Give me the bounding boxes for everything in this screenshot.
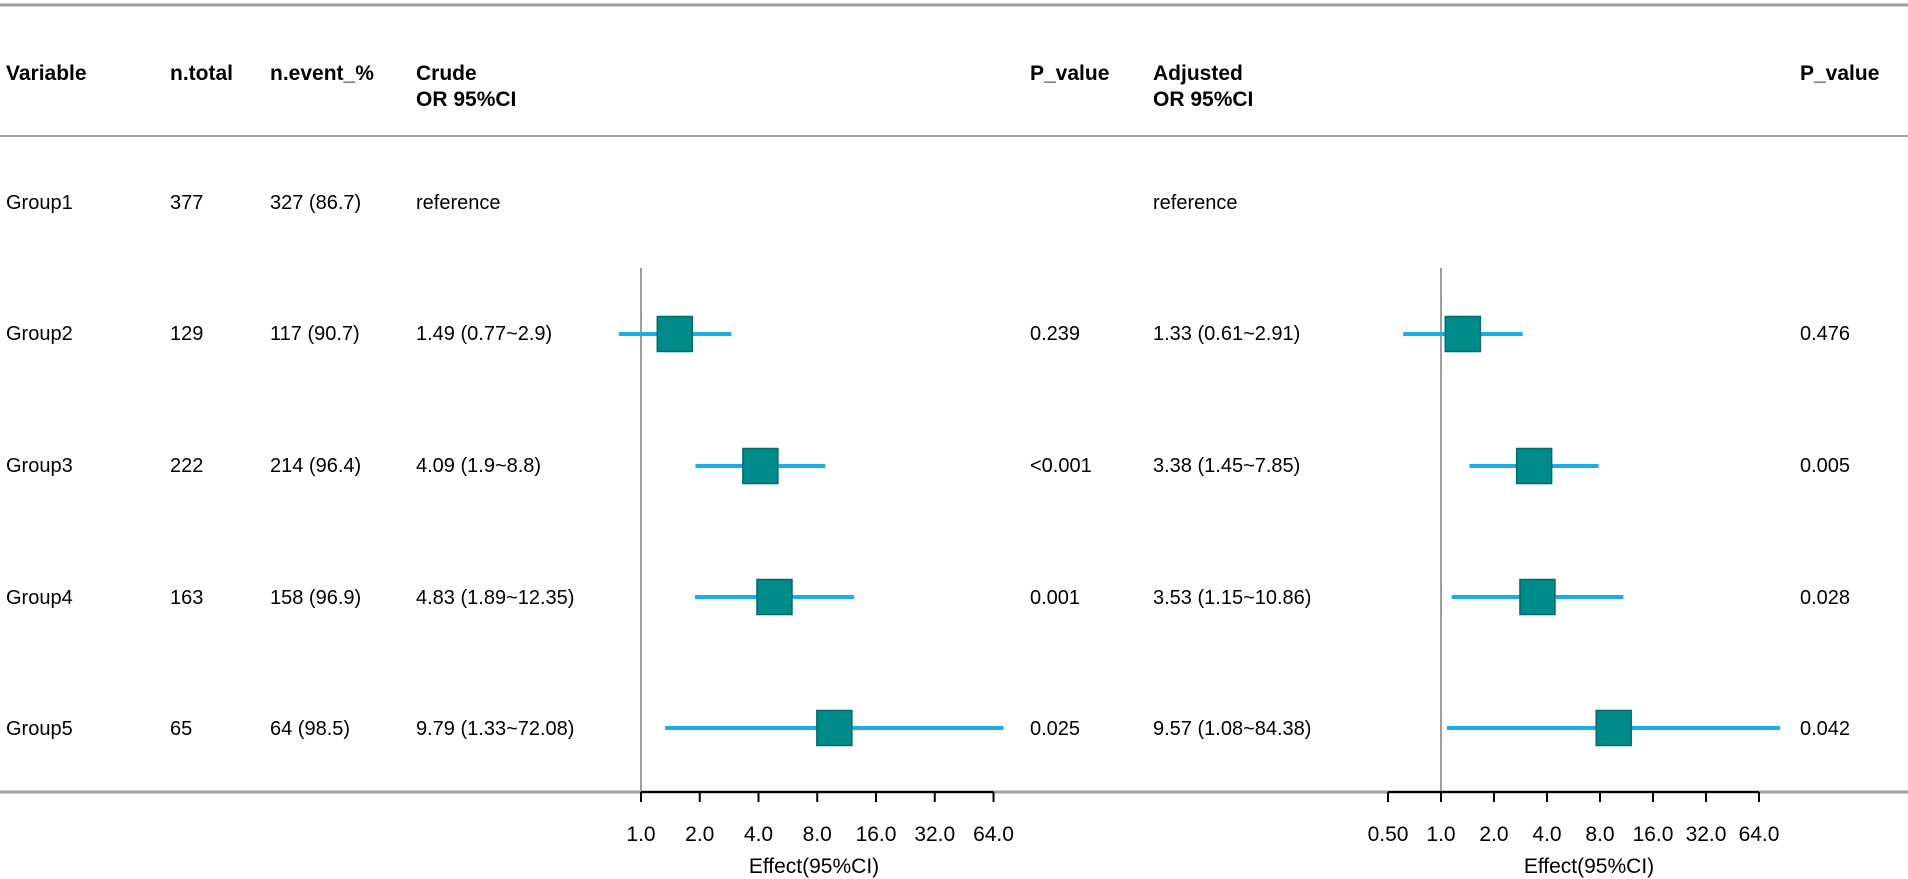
row-adjusted-or: 9.57 (1.08~84.38) bbox=[1153, 718, 1311, 740]
row-variable: Group2 bbox=[6, 323, 73, 345]
row-n-total: 129 bbox=[170, 323, 203, 345]
header-n-event: n.event_% bbox=[270, 62, 374, 85]
crude-tick-label: 2.0 bbox=[685, 823, 714, 846]
header-crude-or: OR 95%CI bbox=[416, 88, 516, 111]
row-n-event: 327 (86.7) bbox=[270, 192, 361, 214]
crude-estimate-box bbox=[656, 315, 694, 353]
row-adjusted-or: 3.53 (1.15~10.86) bbox=[1153, 587, 1311, 609]
row-crude-p: 0.001 bbox=[1030, 587, 1080, 609]
table-row: Group2 129 117 (90.7) 1.49 (0.77~2.9) 0.… bbox=[6, 323, 1850, 345]
crude-tick-label: 8.0 bbox=[803, 823, 832, 846]
row-crude-or: 4.09 (1.9~8.8) bbox=[416, 455, 541, 477]
row-crude-p: 0.239 bbox=[1030, 323, 1080, 345]
adjusted-estimate-box bbox=[1595, 709, 1632, 747]
crude-estimate-box bbox=[816, 709, 853, 747]
row-crude-p: <0.001 bbox=[1030, 455, 1092, 477]
crude-tick-label: 16.0 bbox=[856, 823, 897, 846]
row-crude-or: 9.79 (1.33~72.08) bbox=[416, 718, 574, 740]
row-n-event: 158 (96.9) bbox=[270, 587, 361, 609]
adjusted-tick-label: 4.0 bbox=[1532, 823, 1561, 846]
adjusted-tick-label: 8.0 bbox=[1585, 823, 1614, 846]
adjusted-tick-label: 32.0 bbox=[1686, 823, 1727, 846]
row-adjusted-p: 0.042 bbox=[1800, 718, 1850, 740]
header-adjusted-or: OR 95%CI bbox=[1153, 88, 1253, 111]
row-crude-or: reference bbox=[416, 192, 501, 214]
row-n-total: 377 bbox=[170, 192, 203, 214]
row-adjusted-or: 3.38 (1.45~7.85) bbox=[1153, 455, 1300, 477]
row-crude-or: 4.83 (1.89~12.35) bbox=[416, 587, 574, 609]
crude-estimate-box bbox=[756, 578, 793, 616]
header-crude: Crude bbox=[416, 62, 477, 85]
header-crude-p-value: P_value bbox=[1030, 62, 1109, 85]
header-adjusted: Adjusted bbox=[1153, 62, 1243, 85]
table-header: Variable n.total n.event_% Crude OR 95%C… bbox=[6, 62, 1879, 111]
adjusted-axis-label: Effect(95%CI) bbox=[1524, 855, 1654, 878]
adjusted-estimate-box bbox=[1519, 578, 1556, 616]
row-variable: Group4 bbox=[6, 587, 73, 609]
adjusted-estimate-box bbox=[1515, 447, 1553, 485]
table-row: Group3 222 214 (96.4) 4.09 (1.9~8.8) <0.… bbox=[6, 455, 1850, 477]
adjusted-forest-panel: 0.50 1.0 2.0 4.0 8.0 16.0 32.0 64.0 bbox=[1368, 268, 1781, 846]
row-crude-or: 1.49 (0.77~2.9) bbox=[416, 323, 552, 345]
row-adjusted-p: 0.005 bbox=[1800, 455, 1850, 477]
row-n-total: 222 bbox=[170, 455, 203, 477]
crude-tick-label: 1.0 bbox=[626, 823, 655, 846]
row-variable: Group3 bbox=[6, 455, 73, 477]
row-n-total: 65 bbox=[170, 718, 192, 740]
row-variable: Group1 bbox=[6, 192, 73, 214]
crude-forest-panel: 1.0 2.0 4.0 8.0 16.0 32.0 64.0 bbox=[618, 268, 1014, 846]
crude-tick-label: 4.0 bbox=[744, 823, 773, 846]
crude-tick-label: 32.0 bbox=[914, 823, 955, 846]
adjusted-tick-label: 64.0 bbox=[1739, 823, 1780, 846]
header-n-total: n.total bbox=[170, 62, 233, 85]
header-adjusted-p-value: P_value bbox=[1800, 62, 1879, 85]
table-row: Group1 377 327 (86.7) reference referenc… bbox=[6, 192, 1238, 214]
adjusted-tick-label: 16.0 bbox=[1633, 823, 1674, 846]
table-row: Group4 163 158 (96.9) 4.83 (1.89~12.35) … bbox=[6, 587, 1850, 609]
header-variable: Variable bbox=[6, 62, 87, 85]
adjusted-tick-label: 0.50 bbox=[1368, 823, 1409, 846]
table-rows: Group1 377 327 (86.7) reference referenc… bbox=[6, 192, 1850, 740]
row-n-event: 214 (96.4) bbox=[270, 455, 361, 477]
crude-tick-label: 64.0 bbox=[973, 823, 1014, 846]
adjusted-tick-label: 2.0 bbox=[1479, 823, 1508, 846]
row-adjusted-p: 0.028 bbox=[1800, 587, 1850, 609]
crude-axis-label: Effect(95%CI) bbox=[749, 855, 879, 878]
crude-estimate-box bbox=[742, 447, 779, 485]
adjusted-estimate-box bbox=[1444, 315, 1482, 353]
row-n-total: 163 bbox=[170, 587, 203, 609]
row-n-event: 117 (90.7) bbox=[270, 323, 360, 345]
adjusted-tick-label: 1.0 bbox=[1426, 823, 1455, 846]
row-variable: Group5 bbox=[6, 718, 73, 740]
row-crude-p: 0.025 bbox=[1030, 718, 1080, 740]
row-n-event: 64 (98.5) bbox=[270, 718, 350, 740]
row-adjusted-or: reference bbox=[1153, 192, 1238, 214]
row-adjusted-p: 0.476 bbox=[1800, 323, 1850, 345]
row-adjusted-or: 1.33 (0.61~2.91) bbox=[1153, 323, 1300, 345]
table-row: Group5 65 64 (98.5) 9.79 (1.33~72.08) 0.… bbox=[6, 718, 1850, 740]
